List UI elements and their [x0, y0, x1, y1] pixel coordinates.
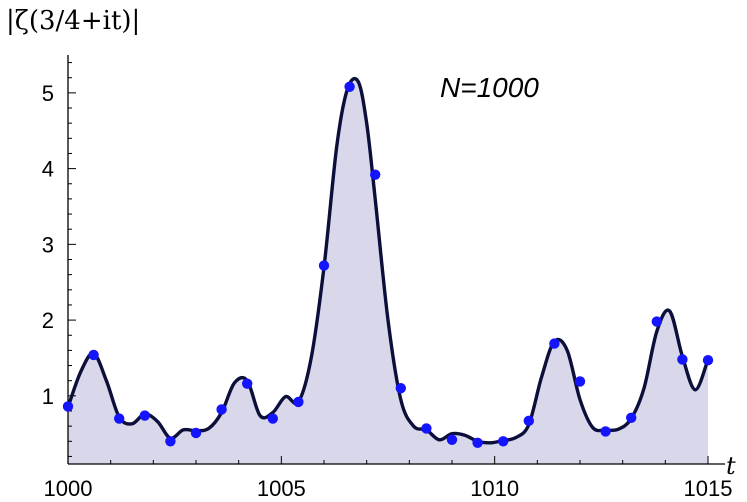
data-point [139, 410, 150, 421]
data-point [114, 413, 125, 424]
x-axis-label: t [726, 452, 736, 480]
data-point [165, 436, 176, 447]
x-tick-labels: 1000 1005 1010 1015 [44, 476, 733, 501]
x-tick-label: 1015 [684, 476, 733, 501]
data-point [498, 436, 509, 447]
x-tick-label: 1010 [470, 476, 519, 501]
data-point [293, 396, 304, 408]
y-axis-ticks [68, 62, 76, 457]
data-point [370, 169, 381, 180]
y-tick-label: 3 [42, 232, 54, 257]
y-tick-label: 2 [42, 308, 54, 333]
data-point [318, 260, 330, 271]
data-point [216, 404, 227, 415]
data-point [626, 412, 637, 423]
y-tick-label: 1 [42, 384, 54, 409]
data-point [472, 437, 483, 448]
curve-line [66, 76, 710, 445]
y-tick-labels: 1 2 3 4 5 [42, 81, 54, 409]
x-axis-ticks [67, 456, 709, 464]
data-point [242, 378, 253, 389]
data-point [344, 81, 355, 93]
data-point [190, 427, 202, 439]
data-point [702, 355, 714, 366]
area-fill [68, 78, 708, 465]
data-point [88, 349, 99, 361]
data-point [574, 376, 586, 387]
data-point [600, 426, 611, 437]
y-tick-label: 5 [42, 81, 54, 106]
data-point [267, 413, 278, 424]
x-tick-label: 1000 [44, 476, 93, 501]
data-point [549, 338, 560, 349]
data-point [677, 354, 688, 365]
points-layer [62, 81, 714, 448]
data-point [421, 423, 432, 434]
data-point [395, 383, 406, 394]
y-axis-label: |ζ(3/4+it)| [6, 6, 141, 36]
data-point [62, 401, 74, 412]
data-point [446, 434, 458, 445]
x-tick-label: 1005 [257, 476, 306, 501]
annotation-label: N=1000 [440, 72, 539, 103]
data-point [523, 415, 534, 427]
data-point [651, 316, 662, 327]
y-tick-label: 4 [42, 157, 54, 182]
